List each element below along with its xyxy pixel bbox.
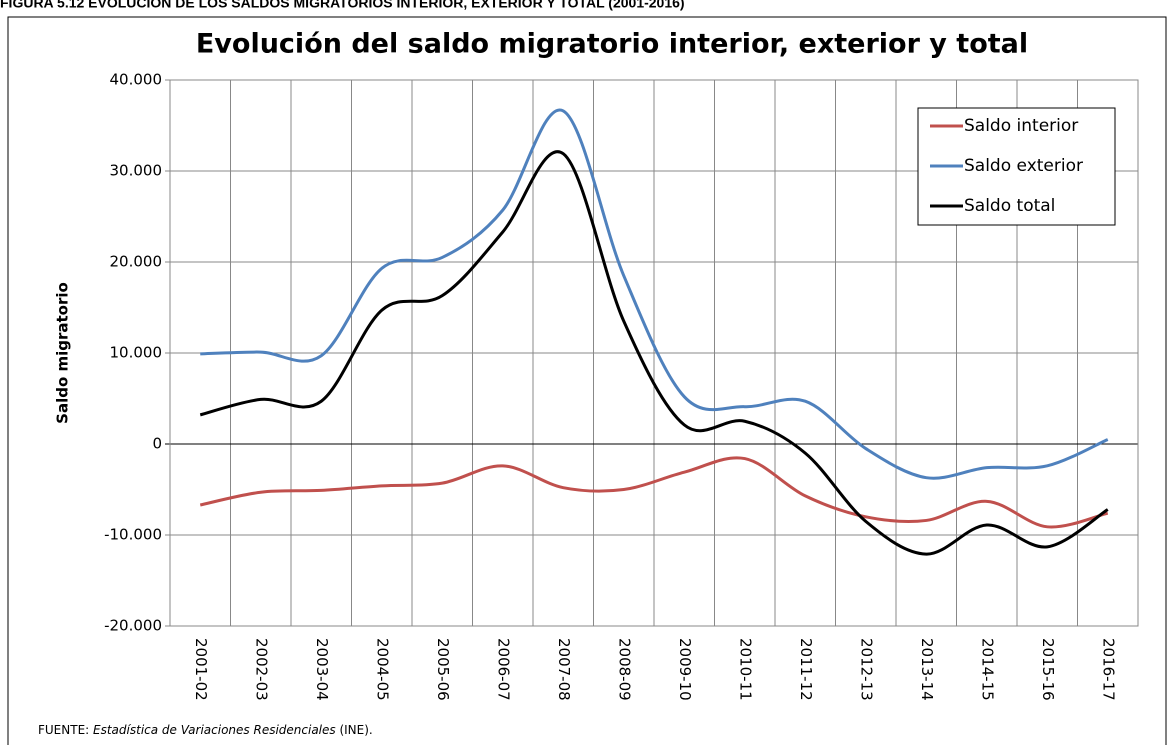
y-tick-label: 30.000 bbox=[110, 162, 163, 180]
x-tick-label: 2008-09 bbox=[615, 638, 633, 701]
y-tick-label: 10.000 bbox=[110, 344, 163, 362]
x-tick-label: 2015-16 bbox=[1039, 638, 1057, 701]
y-tick-label: 20.000 bbox=[110, 253, 163, 271]
x-tick-label: 2011-12 bbox=[797, 638, 815, 701]
x-tick-label: 2006-07 bbox=[494, 638, 512, 701]
x-tick-label: 2007-08 bbox=[555, 638, 573, 701]
y-tick-label: -20.000 bbox=[104, 617, 162, 635]
y-axis-label: Saldo migratorio bbox=[54, 282, 72, 424]
x-tick-label: 2003-04 bbox=[313, 638, 331, 701]
x-tick-label: 2005-06 bbox=[434, 638, 452, 701]
figure-label: FIGURA 5.12 EVOLUCIÓN DE LOS SALDOS MIGR… bbox=[0, 0, 685, 11]
frame bbox=[7, 16, 1167, 745]
x-tick-label: 2001-02 bbox=[192, 638, 210, 701]
y-tick-label: 40.000 bbox=[110, 71, 163, 89]
x-tick-label: 2012-13 bbox=[857, 638, 875, 701]
series-line bbox=[200, 108, 1109, 480]
legend-label: Saldo interior bbox=[964, 116, 1078, 136]
source-title: Estadística de Variaciones Residenciales bbox=[93, 723, 336, 737]
source: FUENTE: Estadística de Variaciones Resid… bbox=[38, 723, 373, 737]
x-tick-label: 2009-10 bbox=[676, 638, 694, 701]
chart-title: Evolución del saldo migratorio interior,… bbox=[196, 29, 1028, 60]
y-tick-label: 0 bbox=[152, 435, 162, 453]
source-prefix: FUENTE: bbox=[38, 723, 93, 737]
x-tick-label: 2014-15 bbox=[978, 638, 996, 701]
y-tick-label: -10.000 bbox=[104, 526, 162, 544]
series-line bbox=[199, 456, 1109, 529]
x-tick-label: 2010-11 bbox=[736, 638, 754, 701]
x-tick-label: 2002-03 bbox=[252, 638, 270, 701]
x-tick-label: 2016-17 bbox=[1099, 638, 1117, 701]
x-tick-label: 2013-14 bbox=[918, 638, 936, 701]
legend-label: Saldo total bbox=[964, 196, 1055, 216]
source-suffix: (INE). bbox=[336, 723, 373, 737]
x-tick-label: 2004-05 bbox=[373, 638, 391, 701]
series-line bbox=[199, 150, 1109, 556]
legend-label: Saldo exterior bbox=[964, 156, 1083, 176]
